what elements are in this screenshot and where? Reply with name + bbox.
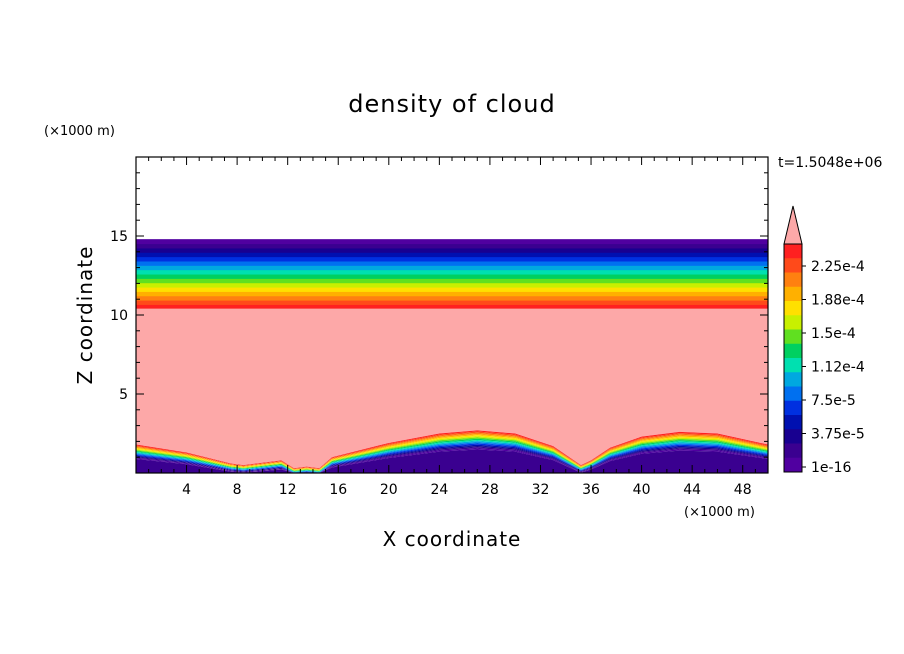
colorbar: 2.25e-4 1.88e-4 1.5e-4 1.12e-4 7.5e-5 3.75e-5…	[783, 205, 865, 476]
upper-band-13	[136, 247, 768, 253]
colorbar-label: 1.12e-4	[811, 360, 865, 376]
ground-layer	[136, 449, 768, 473]
x-tick-label: 36	[582, 482, 600, 498]
colorbar-swatch	[784, 415, 802, 430]
upper-band-10	[136, 260, 768, 266]
colorbar-swatch	[784, 429, 802, 444]
colorbar-swatch	[784, 358, 802, 373]
x-unit-label: (×1000 m)	[684, 505, 755, 520]
lower-band-9	[136, 441, 768, 473]
upper-band-11	[136, 256, 768, 262]
upper-band-2	[136, 295, 768, 301]
lower-band-6	[136, 437, 768, 472]
x-tick-label: 12	[279, 482, 297, 498]
lower-band-8	[136, 439, 768, 472]
colorbar-swatch	[784, 244, 802, 259]
chart-title: density of cloud	[348, 90, 555, 118]
y-tick-label: 5	[119, 387, 128, 403]
colorbar-swatch	[784, 258, 802, 273]
colorbar-swatch	[784, 272, 802, 288]
colorbar-label: 1.88e-4	[811, 293, 865, 309]
x-tick-label: 4	[182, 482, 191, 498]
colorbar-frame	[783, 243, 803, 473]
x-tick-label: 40	[633, 482, 651, 498]
colorbar-swatch	[784, 343, 802, 359]
upper-band-7	[136, 273, 768, 279]
colorbar-label: 1e-16	[811, 460, 851, 476]
x-tick-label: 8	[233, 482, 242, 498]
colorbar-label: 1.5e-4	[811, 326, 856, 342]
x-tick-label: 48	[734, 482, 752, 498]
upper-band-3	[136, 291, 768, 297]
upper-band-8	[136, 269, 768, 275]
colorbar-swatch	[784, 286, 802, 302]
lower-band-15	[136, 448, 768, 473]
y-tick-label: 10	[110, 308, 128, 324]
lower-band-3	[136, 433, 768, 470]
upper-band-12	[136, 252, 768, 258]
colorbar-swatch	[784, 400, 802, 416]
lower-band-12	[136, 444, 768, 473]
colorbar-label: 7.5e-5	[811, 393, 856, 409]
saturated-region	[136, 308, 768, 469]
upper-band-9	[136, 265, 768, 271]
x-tick-label: 16	[329, 482, 347, 498]
lower-band-11	[136, 443, 768, 473]
x-tick-label: 28	[481, 482, 499, 498]
lower-band-7	[136, 438, 768, 472]
colorbar-over-arrow	[783, 205, 803, 245]
y-axis-label: Z coordinate	[73, 246, 97, 385]
colorbar-swatch	[784, 329, 802, 345]
upper-band-14	[136, 243, 768, 249]
y-unit-label: (×1000 m)	[44, 124, 115, 139]
x-tick-label: 24	[430, 482, 448, 498]
colorbar-swatch	[784, 315, 802, 330]
upper-band-4	[136, 286, 768, 292]
colorbar-swatch	[784, 443, 802, 459]
colorbar-label: 2.25e-4	[811, 259, 865, 275]
colorbar-swatch	[784, 301, 802, 316]
x-tick-label: 44	[683, 482, 701, 498]
upper-band-15	[136, 239, 768, 245]
upper-band-6	[136, 278, 768, 284]
colorbar-swatch	[784, 457, 802, 473]
x-tick-label: 32	[532, 482, 550, 498]
colorbar-label: 3.75e-5	[811, 427, 865, 443]
upper-band-1	[136, 299, 768, 305]
x-tick-label: 20	[380, 482, 398, 498]
lower-band-5	[136, 436, 768, 471]
colorbar-swatch	[784, 372, 802, 387]
lower-band-10	[136, 442, 768, 473]
lower-band-14	[136, 447, 768, 473]
density-field	[136, 239, 768, 473]
upper-band-5	[136, 282, 768, 288]
lower-band-4	[136, 435, 768, 471]
lower-band-13	[136, 445, 768, 473]
colorbar-swatch	[784, 386, 802, 402]
time-label: t=1.5048e+06	[778, 155, 882, 171]
upper-band-0	[136, 304, 768, 310]
y-tick-label: 15	[110, 229, 128, 245]
x-axis-label: X coordinate	[383, 527, 522, 551]
